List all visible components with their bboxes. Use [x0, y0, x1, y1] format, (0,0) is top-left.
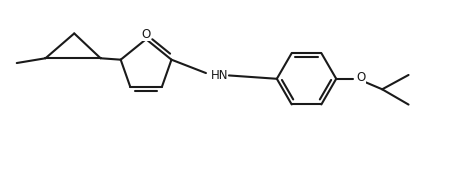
Text: HN: HN — [211, 69, 228, 82]
Text: O: O — [356, 71, 365, 84]
Text: O: O — [142, 28, 151, 41]
